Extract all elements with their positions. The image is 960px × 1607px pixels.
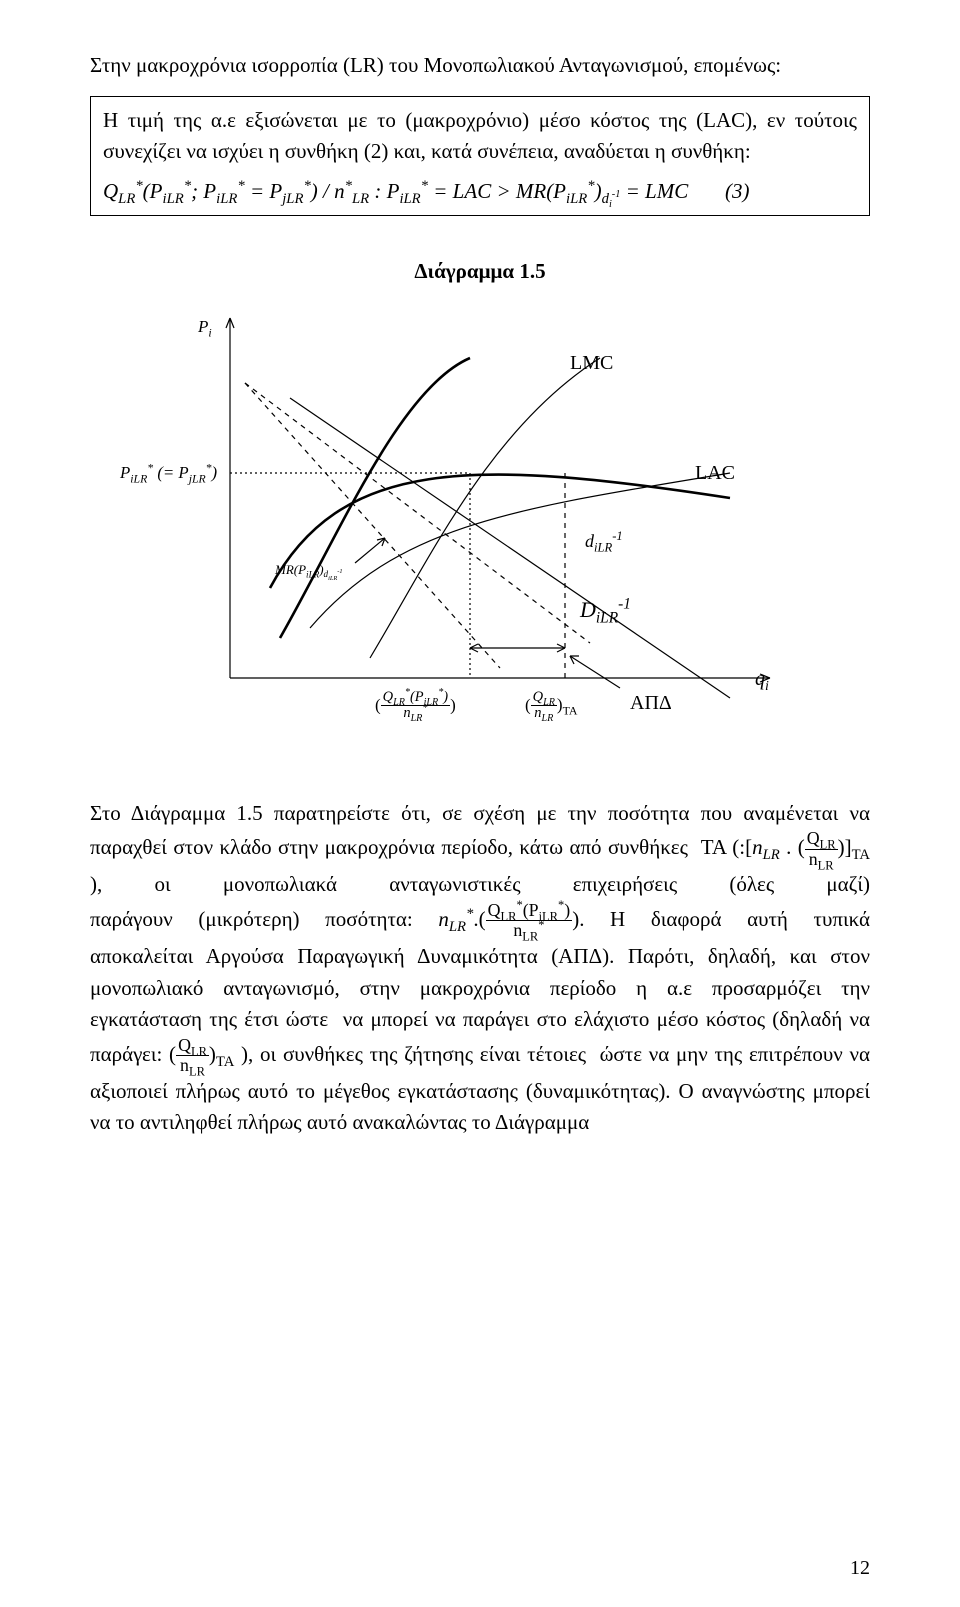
big-d-inv-label: DiLR-1 (580, 593, 631, 626)
diagram-title: Διάγραμμα 1.5 (90, 256, 870, 288)
d-inv-label: diLR-1 (585, 528, 623, 555)
frac2-num: QLR (531, 690, 557, 707)
page-number: 12 (850, 1553, 870, 1583)
boxed-text: Η τιμή της α.ε εξισώνεται με το (μακροχρ… (103, 105, 857, 168)
frac2: ( QLR nLR )TA (525, 690, 578, 723)
body-paragraph: Στο Διάγραμμα 1.5 παρατηρείστε ότι, σε σ… (90, 798, 870, 1139)
intro-line: Στην μακροχρόνια ισορροπία (LR) του Μονο… (90, 50, 870, 82)
frac2-den: nLR (531, 706, 557, 722)
lac-label: LAC (695, 458, 735, 488)
mr-small-label: MR(PiLR)diLR-1 (275, 563, 343, 579)
chart-svg (170, 308, 790, 758)
apd-label: ΑΠΔ (630, 688, 672, 718)
boxed-equation: QLR*(PiLR*; PiLR* = PjLR*) / n*LR : PiLR… (103, 176, 857, 208)
economics-chart: Pi PiLR* (= PjLR*) LMC LAC diLR-1 DiLR-1… (170, 308, 790, 758)
lmc-label: LMC (570, 348, 613, 378)
boxed-theorem: Η τιμή της α.ε εξισώνεται με το (μακροχρ… (90, 96, 870, 217)
y-axis-label: Pi (198, 314, 212, 340)
frac2-suffix: )TA (557, 695, 578, 714)
frac1-num: QLR*(PiLR*) (381, 690, 450, 707)
frac1: ( QLR*(PiLR*) nLR* ) (375, 690, 456, 723)
frac1-den: nLR* (381, 706, 450, 722)
qi-label: qi (755, 664, 769, 694)
p-star-label: PiLR* (= PjLR*) (120, 460, 217, 485)
